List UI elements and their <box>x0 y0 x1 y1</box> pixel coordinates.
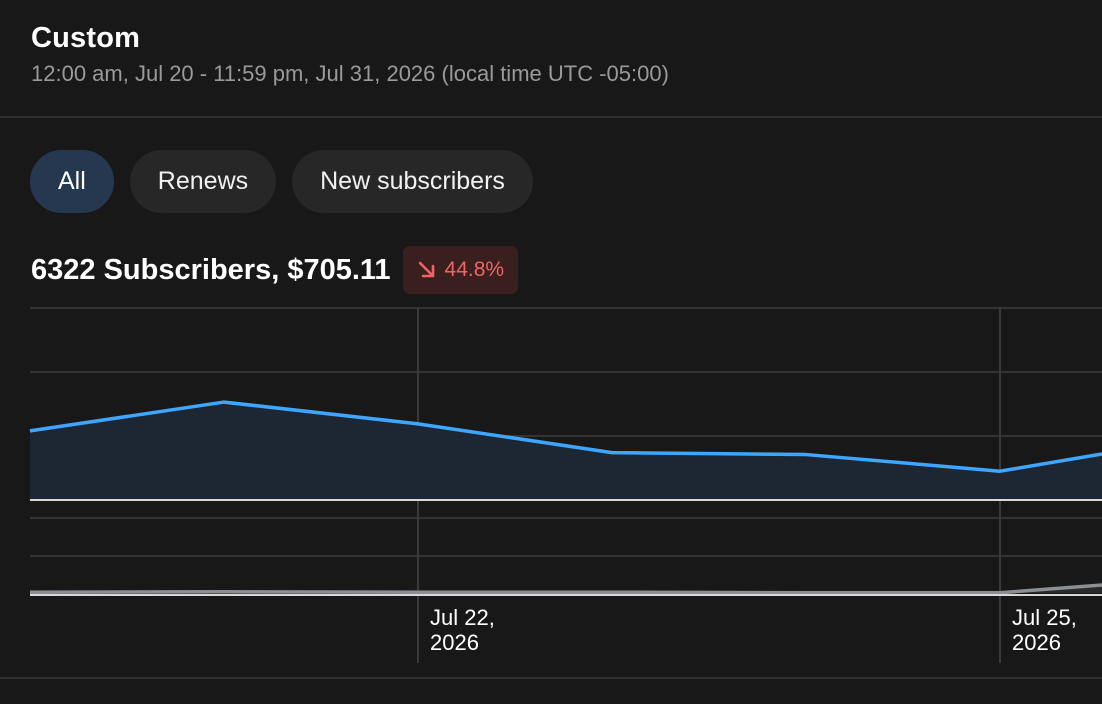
x-tick-label: Jul 22, 2026 <box>430 605 495 655</box>
arrow-down-right-icon <box>417 260 437 280</box>
x-tick-label-date: Jul 25, <box>1012 605 1077 630</box>
footer-divider <box>0 677 1102 679</box>
chip-all[interactable]: All <box>30 150 114 213</box>
page-title: Custom <box>31 22 141 54</box>
chip-renews[interactable]: Renews <box>129 150 277 213</box>
series-line-secondary <box>29 583 1102 595</box>
chip-new-subscribers[interactable]: New subscribers <box>292 150 533 213</box>
date-range-label: 12:00 am, Jul 20 - 11:59 pm, Jul 31, 202… <box>31 61 669 86</box>
x-tick-label-date: Jul 22, <box>430 605 495 630</box>
series-line-subscribers <box>29 400 1102 473</box>
chart-canvas <box>29 307 1102 663</box>
series-area <box>30 402 1102 500</box>
filter-chips: All Renews New subscribers <box>30 150 533 213</box>
summary-total: 6322 Subscribers, $705.11 <box>31 254 391 286</box>
delta-badge: 44.8% <box>402 246 519 294</box>
summary-row: 6322 Subscribers, $705.11 44.8% <box>31 246 519 294</box>
x-tick-label-year: 2026 <box>1012 630 1061 655</box>
header-divider <box>0 116 1102 118</box>
report-header: Custom 12:00 am, Jul 20 - 11:59 pm, Jul … <box>31 20 669 88</box>
delta-value: 44.8% <box>444 258 505 281</box>
subscribers-chart: Jul 22, 2026 Jul 25, 2026 <box>0 300 1102 670</box>
x-tick-label: Jul 25, 2026 <box>1012 605 1077 655</box>
x-tick-label-year: 2026 <box>430 630 479 655</box>
